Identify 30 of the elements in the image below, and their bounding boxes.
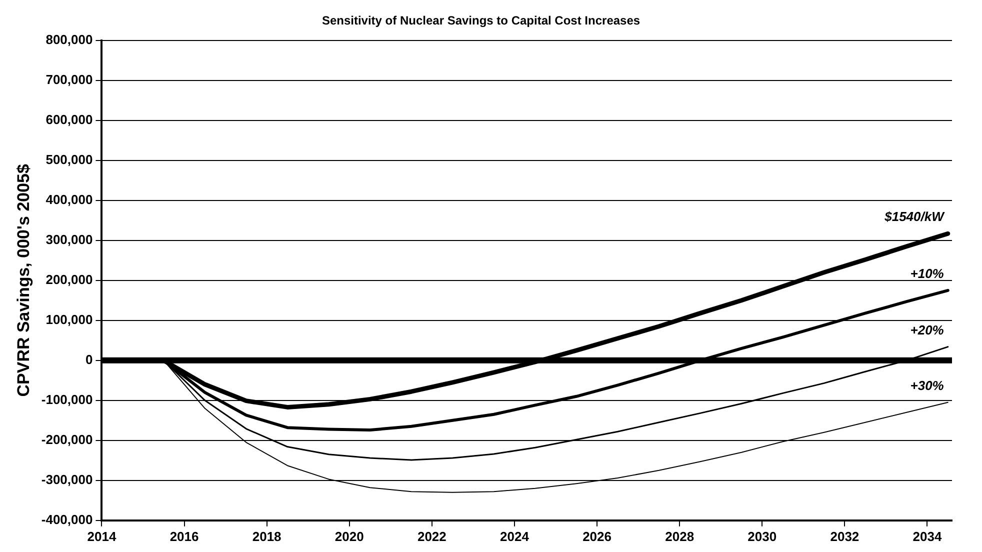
x-tick-label: 2018 <box>252 528 282 544</box>
x-tick-label: 2026 <box>582 528 612 544</box>
y-tick-label: -300,000 <box>41 472 93 487</box>
y-tick-label: 200,000 <box>46 272 93 287</box>
series-label: +30% <box>910 378 944 393</box>
y-tick-label: 100,000 <box>46 312 93 327</box>
x-tick-label: 2014 <box>87 528 117 544</box>
y-tick-label: 600,000 <box>46 112 93 127</box>
x-tick-label: 2034 <box>912 528 942 544</box>
x-tick-label: 2030 <box>748 528 777 544</box>
y-tick-label: -200,000 <box>41 432 93 447</box>
chart-title: Sensitivity of Nuclear Savings to Capital Cost Increases <box>322 14 640 28</box>
series-label: $1540/kW <box>884 209 946 224</box>
x-tick-label: 2028 <box>665 528 694 544</box>
series-label: +10% <box>910 266 944 281</box>
y-tick-label: 700,000 <box>46 72 93 87</box>
y-axis-title: CPVRR Savings, 000's 2005$ <box>14 163 33 397</box>
y-tick-label: -400,000 <box>41 512 93 527</box>
x-tick-label: 2020 <box>334 528 364 544</box>
x-tick-label: 2024 <box>500 528 530 544</box>
x-tick-label: 2016 <box>170 528 199 544</box>
y-tick-label: 500,000 <box>46 152 93 167</box>
y-tick-label: 400,000 <box>46 192 93 207</box>
x-tick-label: 2022 <box>417 528 446 544</box>
series-label: +20% <box>910 322 944 338</box>
y-tick-label: 0 <box>85 352 93 367</box>
y-tick-label: 300,000 <box>46 232 93 247</box>
x-tick-label: 2032 <box>830 528 860 544</box>
y-tick-label: 800,000 <box>46 32 93 47</box>
y-tick-label: -100,000 <box>41 392 93 407</box>
